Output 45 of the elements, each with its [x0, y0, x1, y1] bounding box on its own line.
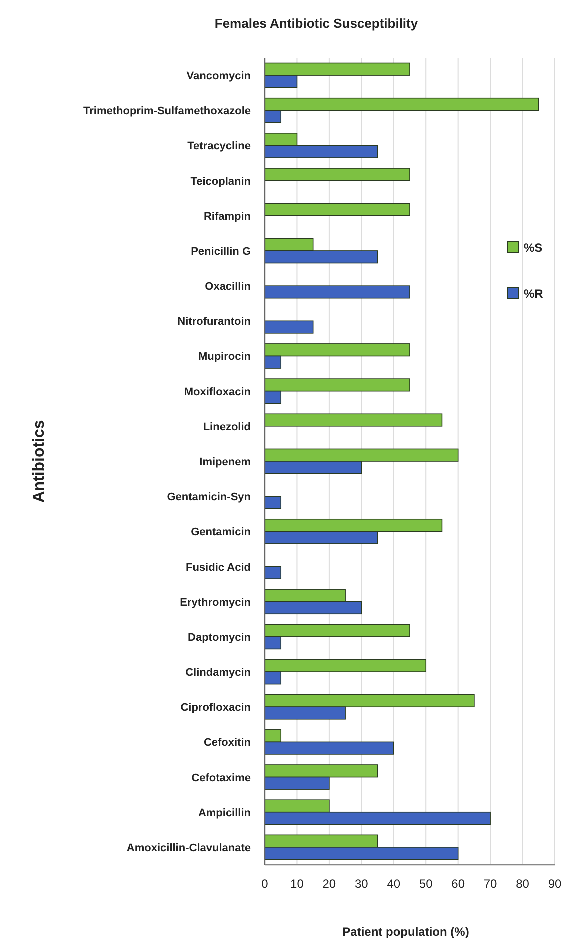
y-tick-label: Oxacillin	[205, 281, 252, 294]
legend-label: %S	[524, 241, 543, 255]
y-tick-label: Daptomycin	[188, 632, 252, 644]
y-tick-label: Cefoxitin	[204, 737, 252, 750]
y-tick-label: Amoxicillin-Clavulanate	[126, 842, 251, 854]
y-axis-title: Antibiotics	[31, 420, 48, 503]
y-tick-label: Clindamycin	[186, 667, 252, 680]
y-tick-label: Gentamicin	[191, 526, 252, 539]
bar	[264, 168, 410, 182]
x-tick-label: 90	[548, 877, 562, 891]
bar	[264, 320, 314, 334]
bar	[264, 414, 443, 427]
bar	[264, 203, 410, 216]
y-tick-label: Moxifloxacin	[184, 386, 252, 398]
y-tick-label: Imipenem	[200, 456, 252, 468]
y-tick-label: Nitrofurantoin	[178, 316, 252, 328]
x-tick-label: 40	[387, 877, 401, 891]
bar	[264, 566, 282, 580]
y-tick-label: Rifampin	[204, 210, 252, 223]
x-tick-label: 60	[452, 877, 466, 891]
y-tick-label: Erythromycin	[180, 596, 252, 609]
bar	[264, 286, 410, 299]
y-tick-label: Gentamicin-Syn	[167, 492, 252, 504]
x-tick-label: 80	[516, 877, 530, 891]
legend-label: %R	[524, 287, 544, 301]
y-tick-label: Cefotaxime	[192, 772, 251, 784]
y-tick-label: Vancomycin	[186, 70, 252, 83]
y-tick-label: Teicoplanin	[190, 176, 252, 188]
x-tick-label: 0	[262, 877, 269, 891]
y-tick-label: Tetracycline	[188, 140, 251, 153]
x-tick-label: 10	[290, 877, 304, 891]
chart-title: Females Antibiotic Susceptibility	[214, 16, 419, 31]
x-tick-label: 70	[484, 877, 498, 891]
y-tick-label: Mupirocin	[198, 351, 252, 364]
y-tick-label: Ampicillin	[198, 807, 252, 820]
y-tick-label: Linezolid	[203, 421, 251, 434]
x-tick-label: 30	[354, 877, 369, 891]
y-tick-label: Ciprofloxacin	[180, 702, 252, 714]
x-tick-label: 20	[322, 877, 336, 891]
y-tick-label: Penicillin G	[191, 246, 251, 258]
x-tick-label: 50	[419, 877, 434, 891]
y-tick-label: Fusidic Acid	[186, 562, 251, 574]
bar	[264, 496, 282, 510]
y-tick-label: Trimethoprim-Sulfamethoxazole	[84, 106, 251, 118]
x-axis-title: Patient population (%)	[342, 925, 470, 939]
